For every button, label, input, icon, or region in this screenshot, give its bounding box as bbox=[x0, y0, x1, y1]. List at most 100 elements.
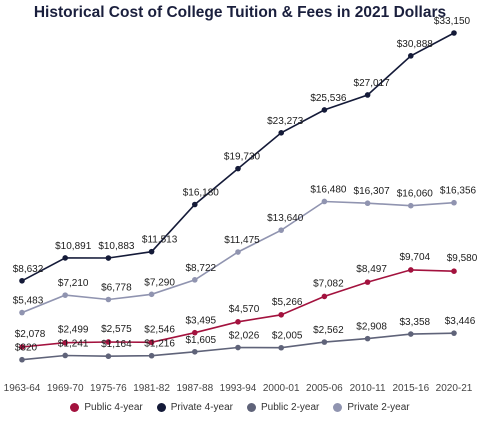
data-label: $8,722 bbox=[186, 263, 217, 274]
x-tick-label: 1975-76 bbox=[90, 383, 127, 394]
data-label: $16,060 bbox=[397, 189, 434, 200]
chart-legend: Public 4-year Private 4-year Public 2-year… bbox=[0, 402, 480, 413]
data-label: $16,356 bbox=[440, 186, 477, 197]
data-point bbox=[235, 249, 241, 255]
data-label: $16,480 bbox=[310, 184, 347, 195]
data-point bbox=[364, 200, 371, 207]
data-label: $25,536 bbox=[310, 93, 347, 104]
data-point bbox=[192, 201, 198, 208]
legend-label: Public 4-year bbox=[84, 402, 143, 413]
x-tick-label: 1969-70 bbox=[47, 383, 84, 394]
data-point bbox=[364, 335, 371, 342]
data-point bbox=[19, 277, 25, 284]
data-point bbox=[105, 255, 112, 261]
series-private-2-year: $5,483 $7,210 $6,778 $7,290 $8,722 $11,475 $13… bbox=[13, 184, 477, 316]
data-label: $1,605 bbox=[186, 335, 217, 346]
data-point bbox=[278, 227, 285, 233]
data-point bbox=[62, 292, 68, 298]
data-label: $6,778 bbox=[101, 283, 132, 294]
data-point bbox=[321, 293, 328, 300]
data-label: $3,358 bbox=[400, 317, 431, 328]
data-point bbox=[364, 92, 371, 98]
legend-marker bbox=[70, 403, 80, 412]
series-private-4-year: $8,632 $10,891 $10,883 $11,513 $16,180 $19,73… bbox=[13, 16, 471, 284]
data-label: $33,150 bbox=[434, 16, 471, 27]
legend-item: Public 2-year bbox=[247, 402, 319, 413]
data-label: $1,164 bbox=[101, 339, 132, 350]
x-tick-label: 2005-06 bbox=[306, 383, 343, 394]
data-label: $3,446 bbox=[445, 316, 476, 327]
data-label: $2,499 bbox=[58, 325, 89, 336]
x-tick-label: 2010-11 bbox=[350, 383, 386, 394]
data-point bbox=[192, 348, 198, 355]
data-point bbox=[278, 344, 285, 351]
data-point bbox=[451, 30, 457, 36]
data-point bbox=[408, 331, 414, 337]
data-point bbox=[321, 339, 328, 345]
legend-label: Private 4-year bbox=[170, 402, 233, 413]
data-label: $5,266 bbox=[272, 297, 303, 308]
legend-marker bbox=[247, 403, 256, 412]
data-point bbox=[105, 296, 112, 303]
data-label: $3,495 bbox=[186, 316, 217, 327]
series-line bbox=[21, 200, 455, 314]
data-point bbox=[278, 130, 285, 136]
data-label: $7,082 bbox=[313, 278, 344, 289]
data-point bbox=[148, 248, 155, 255]
data-label: $19,730 bbox=[224, 152, 261, 163]
data-point bbox=[364, 279, 371, 285]
data-label: $13,640 bbox=[267, 213, 304, 224]
data-point bbox=[321, 107, 328, 113]
data-point bbox=[19, 309, 25, 316]
data-label: $1,216 bbox=[144, 339, 175, 350]
x-tick-label: 1987-88 bbox=[176, 383, 213, 394]
x-tick-label: 2000-01 bbox=[263, 383, 300, 394]
data-point bbox=[235, 344, 241, 351]
data-label: $2,575 bbox=[101, 324, 132, 335]
data-point bbox=[235, 165, 241, 172]
x-tick-label: 1981-82 bbox=[133, 383, 170, 394]
data-label: $16,307 bbox=[354, 186, 391, 197]
data-point bbox=[62, 352, 68, 359]
data-label: $8,632 bbox=[13, 264, 44, 275]
legend-item: Private 4-year bbox=[156, 402, 233, 413]
data-label: $2,005 bbox=[272, 331, 303, 342]
data-label: $30,888 bbox=[397, 39, 434, 50]
legend-label: Private 2-year bbox=[347, 402, 410, 413]
data-point bbox=[19, 344, 25, 350]
data-label: $9,704 bbox=[400, 252, 431, 263]
data-point bbox=[408, 267, 414, 273]
data-label: $7,290 bbox=[144, 277, 175, 288]
data-point bbox=[105, 353, 112, 360]
chart-title: Historical Cost of College Tuition & Fee… bbox=[33, 4, 447, 21]
data-label: $10,883 bbox=[98, 241, 135, 252]
data-point bbox=[278, 311, 285, 318]
data-point bbox=[148, 291, 155, 298]
x-tick-label: 2020-21 bbox=[436, 383, 473, 394]
x-tick-label: 1993-94 bbox=[220, 383, 257, 394]
data-label: $2,026 bbox=[229, 331, 260, 342]
x-tick-label: 1963-64 bbox=[4, 383, 41, 394]
data-label: $7,210 bbox=[58, 278, 89, 289]
data-point bbox=[451, 199, 457, 206]
data-point bbox=[192, 277, 198, 283]
data-label: $11,513 bbox=[142, 235, 178, 246]
legend-marker bbox=[333, 403, 343, 412]
data-label: $820 bbox=[15, 343, 38, 354]
line-chart: 1963-64 1969-70 1975-76 1981-82 1987-88 1993-… bbox=[4, 16, 478, 394]
data-point bbox=[105, 339, 112, 345]
data-label: $2,562 bbox=[313, 325, 344, 336]
data-point bbox=[408, 53, 414, 59]
data-point bbox=[62, 255, 68, 261]
series-public-4-year: $2,078 $2,499 $2,575 $2,546 $3,495 $4,570 $5,2… bbox=[15, 252, 478, 350]
series-public-2-year: $820 $1,241 $1,164 $1,216 $1,605 $2,026 $2,005… bbox=[15, 316, 476, 363]
data-label: $27,017 bbox=[354, 78, 391, 89]
data-label: $2,546 bbox=[144, 324, 175, 335]
data-point bbox=[451, 268, 457, 274]
data-point bbox=[321, 198, 328, 205]
data-point bbox=[235, 319, 241, 325]
data-label: $8,497 bbox=[356, 264, 387, 275]
x-tick-label: 2015-16 bbox=[392, 383, 429, 394]
data-label: $2,078 bbox=[15, 329, 46, 340]
